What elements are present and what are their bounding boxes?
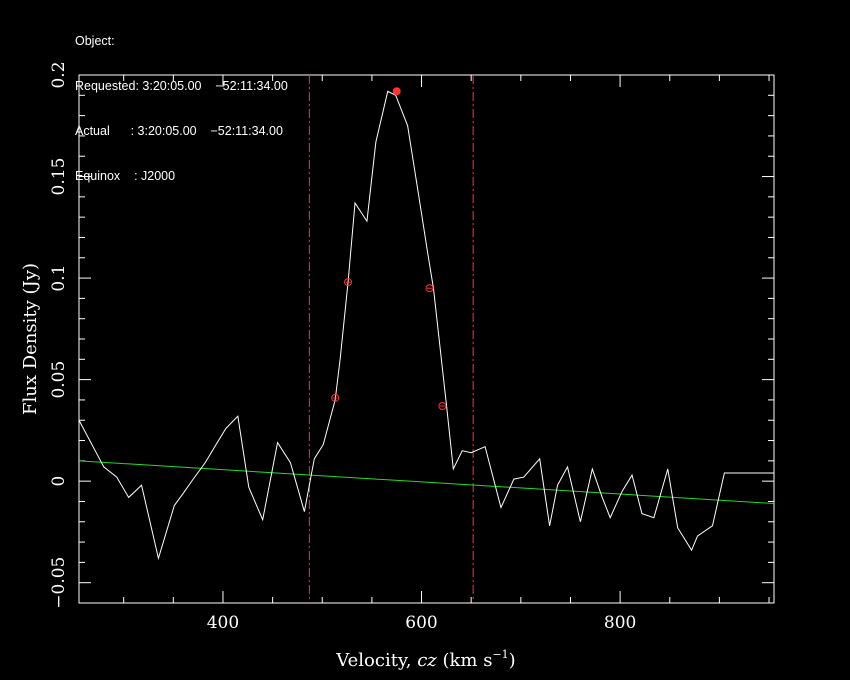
y-tick-label: 0 [49,476,69,487]
object-header: Object: Requested: 3:20:05.00 −52:11:34.… [75,4,288,199]
series-group [78,90,775,561]
x-tick-label: 800 [604,613,636,633]
x-label-units-exp: −1 [492,648,508,661]
x-label-units-open: (km s [437,650,493,671]
width-marker [438,402,447,411]
width-marker [425,284,434,293]
width-marker [331,393,340,402]
actual-coords: Actual : 3:20:05.00 −52:11:34.00 [75,124,283,138]
y-tick-label: −0.05 [49,557,69,609]
width-marker [344,278,353,287]
x-tick-label: 600 [405,613,437,633]
window-lines [308,75,474,603]
plot-frame [78,74,775,604]
y-tick-label: 0.15 [49,158,69,196]
x-label-prefix: Velocity, [335,650,417,671]
y-tick-label: 0.2 [49,61,69,88]
y-axis-ticks: −0.05 0 0.05 0.1 0.15 0.2 [49,61,774,609]
markers-group [331,87,447,411]
x-label-units-close: ) [509,650,516,671]
equinox: Equinox : J2000 [75,169,176,183]
x-tick-label: 400 [207,613,239,633]
y-tick-label: 0.1 [49,265,69,292]
x-axis-ticks: 400 600 800 [123,75,770,633]
y-tick-label: 0.05 [49,361,69,399]
y-axis-label: Flux Density (Jy) [20,263,41,415]
object-line: Object: [75,34,115,48]
requested-coords: Requested: 3:20:05.00 −52:11:34.00 [75,79,288,93]
x-label-italic: cz [417,650,437,671]
peak-marker [392,87,401,96]
baseline-fit-line [78,460,775,504]
spectrum-line [78,90,774,561]
x-axis-label: Velocity, cz (km s−1) [335,648,515,671]
